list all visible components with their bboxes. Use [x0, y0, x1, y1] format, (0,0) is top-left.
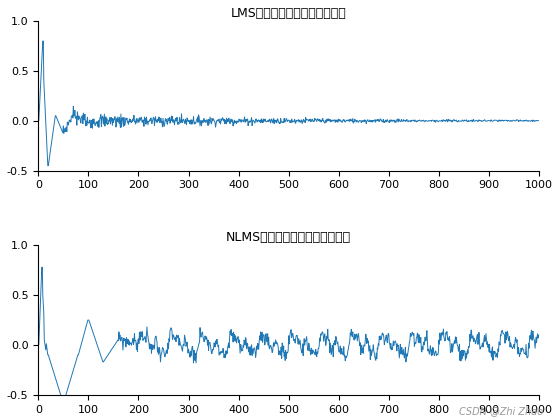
Title: NLMS滤波器的误差信号收敛情况: NLMS滤波器的误差信号收敛情况	[226, 231, 351, 244]
Text: CSDN @Zhi Zhao: CSDN @Zhi Zhao	[459, 406, 543, 416]
Title: LMS滤波器的误差信号收敛情况: LMS滤波器的误差信号收敛情况	[231, 7, 347, 20]
